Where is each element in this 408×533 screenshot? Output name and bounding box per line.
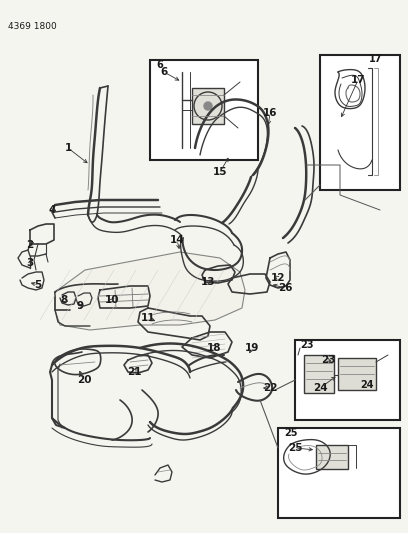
Text: 10: 10 xyxy=(105,295,119,305)
Bar xyxy=(192,88,224,124)
Text: 25: 25 xyxy=(284,428,297,438)
Bar xyxy=(304,355,334,393)
Text: 6: 6 xyxy=(160,67,168,77)
Text: 24: 24 xyxy=(360,380,373,390)
Text: 3: 3 xyxy=(27,258,33,268)
Text: 26: 26 xyxy=(278,283,292,293)
Bar xyxy=(320,55,400,190)
Text: 22: 22 xyxy=(263,383,277,393)
Text: 24: 24 xyxy=(313,383,327,393)
Text: 17: 17 xyxy=(368,54,382,64)
Bar xyxy=(295,340,400,420)
Text: 11: 11 xyxy=(141,313,155,323)
Text: 5: 5 xyxy=(34,280,42,290)
Text: 6: 6 xyxy=(156,60,163,70)
Text: 18: 18 xyxy=(207,343,221,353)
Text: 25: 25 xyxy=(288,443,302,453)
Text: 19: 19 xyxy=(245,343,259,353)
Bar xyxy=(316,445,348,469)
Bar xyxy=(338,358,376,390)
Text: 23: 23 xyxy=(300,340,313,350)
Text: 21: 21 xyxy=(127,367,141,377)
Text: 4: 4 xyxy=(48,205,55,215)
Text: 2: 2 xyxy=(27,240,33,250)
Text: 20: 20 xyxy=(77,375,91,385)
Bar xyxy=(278,428,400,518)
Text: 14: 14 xyxy=(170,235,184,245)
Text: 17: 17 xyxy=(351,75,365,85)
Text: 12: 12 xyxy=(271,273,285,283)
Text: 8: 8 xyxy=(60,295,68,305)
Text: 23: 23 xyxy=(321,355,335,365)
Circle shape xyxy=(204,102,212,110)
Text: 4369 1800: 4369 1800 xyxy=(8,22,57,31)
Text: 15: 15 xyxy=(213,167,227,177)
Text: 9: 9 xyxy=(76,301,84,311)
Text: 16: 16 xyxy=(263,108,277,118)
Bar xyxy=(150,60,258,160)
Text: 13: 13 xyxy=(201,277,215,287)
Polygon shape xyxy=(55,252,245,330)
Text: 1: 1 xyxy=(64,143,72,153)
